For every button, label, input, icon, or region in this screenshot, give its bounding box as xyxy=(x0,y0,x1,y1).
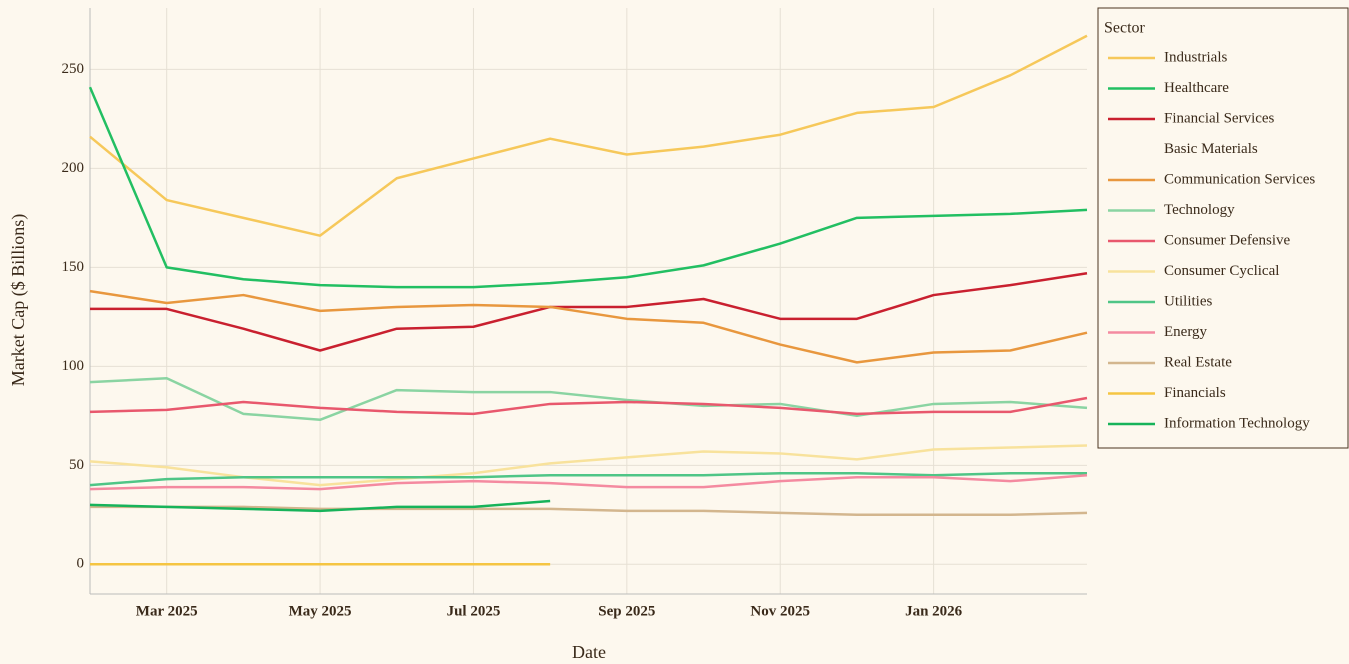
legend-label: Utilities xyxy=(1164,293,1212,309)
x-tick-label: May 2025 xyxy=(289,603,352,619)
x-tick-label: Mar 2025 xyxy=(136,603,198,619)
series-line xyxy=(90,505,1088,517)
x-axis-label: Date xyxy=(572,642,606,662)
legend-title: Sector xyxy=(1104,20,1146,37)
legend-label: Financial Services xyxy=(1164,110,1275,126)
series-line xyxy=(89,471,1087,487)
legend-label: Consumer Cyclical xyxy=(1164,263,1279,279)
legend-label: Real Estate xyxy=(1164,354,1232,370)
x-tick-label: Jul 2025 xyxy=(447,603,501,619)
series-line xyxy=(90,272,1088,352)
legend-label: Healthcare xyxy=(1164,80,1229,96)
series-line xyxy=(89,499,551,513)
series-line xyxy=(89,473,1088,491)
x-tick-label: Nov 2025 xyxy=(750,603,810,619)
legend-label: Communication Services xyxy=(1164,171,1315,187)
y-tick-label: 100 xyxy=(62,358,85,374)
legend-label: Energy xyxy=(1164,324,1208,340)
y-tick-label: 50 xyxy=(69,457,84,473)
series-line xyxy=(89,34,1088,237)
series-line xyxy=(89,376,1088,422)
x-tick-label: Jan 2026 xyxy=(905,603,963,619)
legend-label: Basic Materials xyxy=(1164,141,1258,157)
legend-box xyxy=(1097,7,1349,449)
y-tick-label: 250 xyxy=(62,61,85,77)
y-tick-label: 0 xyxy=(77,556,85,572)
series-line xyxy=(89,396,1088,416)
legend-label: Consumer Defensive xyxy=(1164,232,1291,248)
series-line xyxy=(89,289,1088,364)
legend-label: Financials xyxy=(1164,385,1226,401)
series-line xyxy=(89,444,1088,487)
legend-label: Information Technology xyxy=(1164,415,1310,431)
legend-label: Technology xyxy=(1164,202,1235,218)
y-tick-label: 200 xyxy=(62,160,85,176)
legend-label: Industrials xyxy=(1164,49,1227,65)
y-axis-label: Market Cap ($ Billions) xyxy=(8,214,29,386)
series-line xyxy=(88,86,1088,289)
x-tick-label: Sep 2025 xyxy=(598,603,655,619)
y-tick-label: 150 xyxy=(62,259,85,275)
